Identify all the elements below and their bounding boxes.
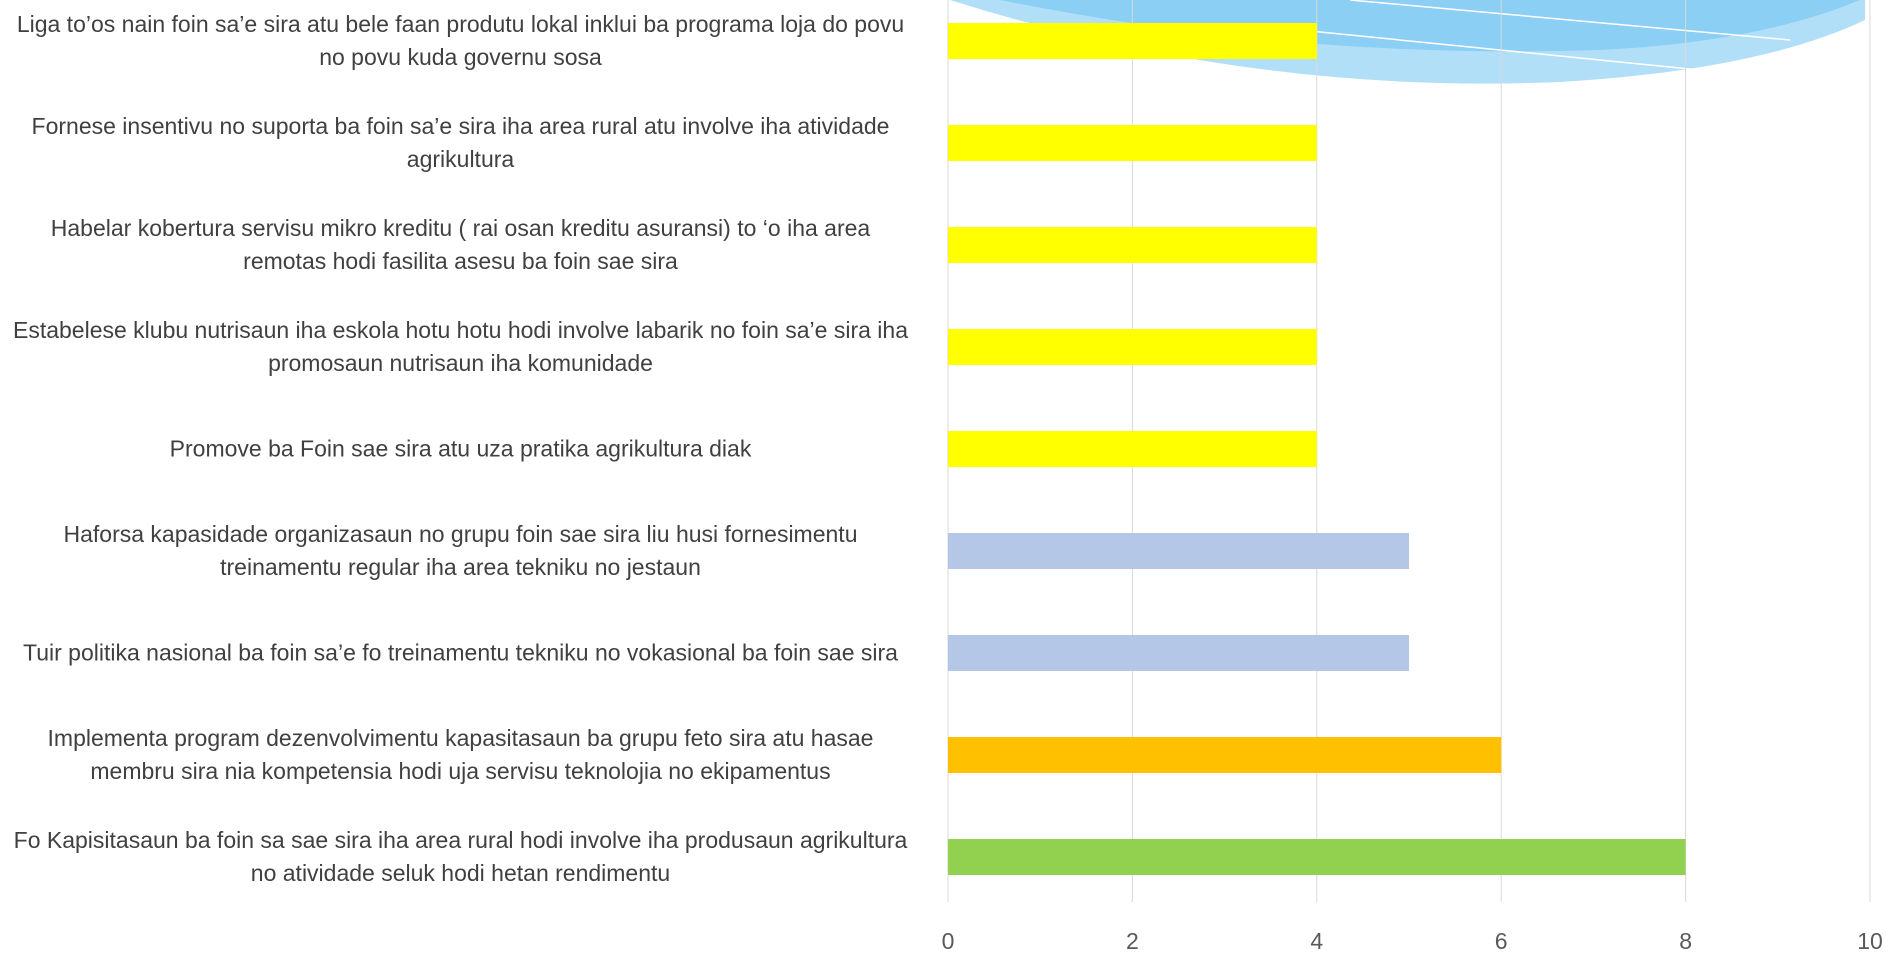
y-tick-label: Habelar kobertura servisu mikro kreditu … bbox=[50, 215, 871, 274]
bar bbox=[948, 635, 1409, 671]
x-tick-label: 8 bbox=[1679, 928, 1692, 954]
bar bbox=[948, 125, 1317, 161]
bar bbox=[948, 23, 1317, 59]
y-tick-label: Tuir politika nasional ba foin sa’e fo t… bbox=[23, 639, 898, 666]
bar bbox=[948, 329, 1317, 365]
bar bbox=[948, 737, 1502, 773]
x-tick-label: 0 bbox=[942, 928, 955, 954]
y-tick-label: Promove ba Foin sae sira atu uza pratika… bbox=[169, 435, 752, 462]
y-tick-label: Liga to’os nain foin sa’e sira atu bele … bbox=[16, 11, 905, 70]
y-tick-label: Haforsa kapasidade organizasaun no grupu… bbox=[63, 521, 858, 580]
bar bbox=[948, 431, 1317, 467]
decoration bbox=[950, 0, 1865, 84]
bar bbox=[948, 227, 1317, 263]
bar bbox=[948, 533, 1409, 569]
y-tick-label: Implementa program dezenvolvimentu kapas… bbox=[47, 725, 874, 784]
y-tick-label: Fornese insentivu no suporta ba foin sa’… bbox=[31, 113, 890, 172]
x-tick-label: 10 bbox=[1857, 928, 1883, 954]
x-tick-label: 6 bbox=[1495, 928, 1508, 954]
x-tick-label: 2 bbox=[1126, 928, 1139, 954]
bar bbox=[948, 839, 1686, 875]
y-tick-label: Fo Kapisitasaun ba foin sa sae sira iha … bbox=[13, 827, 908, 886]
y-tick-label: Estabelese klubu nutrisaun iha eskola ho… bbox=[12, 317, 908, 376]
x-tick-label: 4 bbox=[1310, 928, 1323, 954]
